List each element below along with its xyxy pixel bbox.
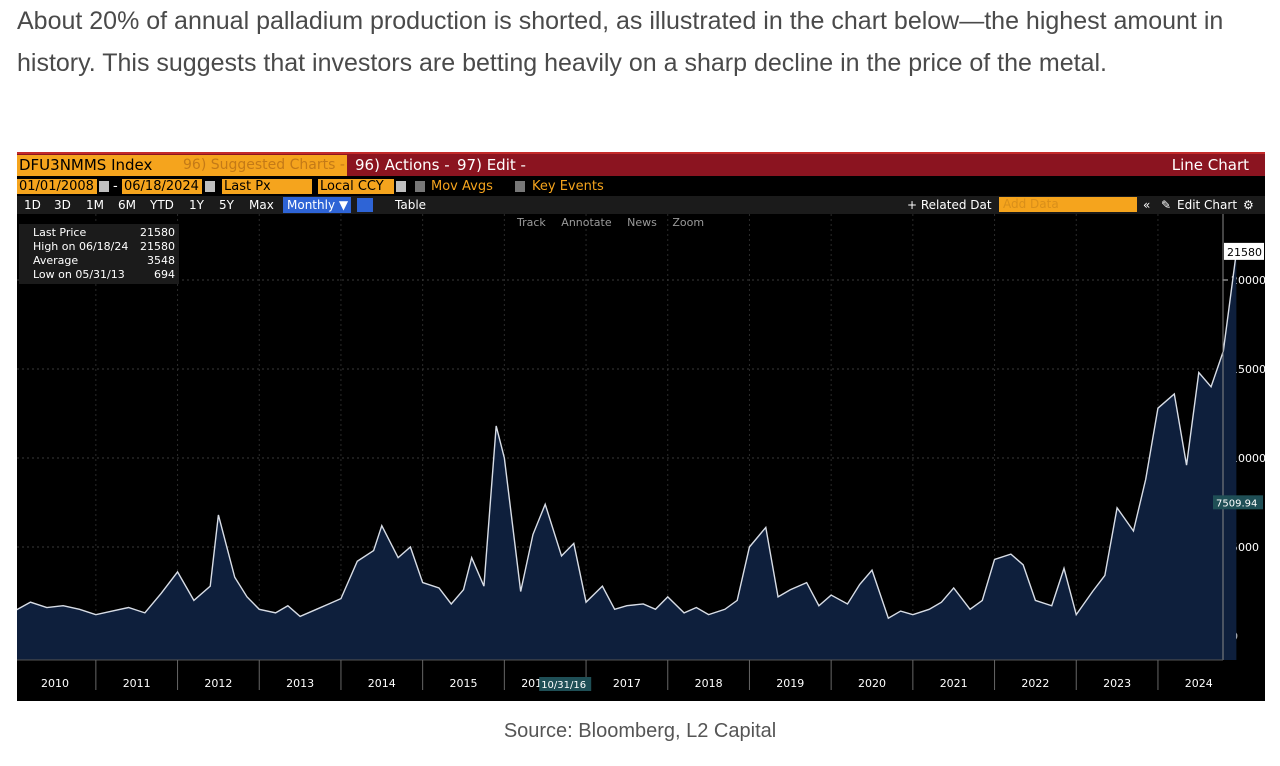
price-field-select[interactable]: Last Px <box>222 179 312 194</box>
crosshair-date-label: 10/31/16 <box>541 680 586 691</box>
x-tick-label: 2021 <box>940 677 968 690</box>
zoom-tool[interactable]: Zoom <box>672 216 705 229</box>
track-tool[interactable]: Track <box>517 216 546 229</box>
x-tick-label-2016-partial: 201 <box>521 677 542 690</box>
period-5y[interactable]: 5Y <box>219 198 234 212</box>
terminal-options-bar: 01/01/2008 - 06/18/2024 Last Px Local CC… <box>17 178 1265 196</box>
price-chart: 05000100001500020000215807509.9420102011… <box>17 214 1265 701</box>
legend-last-price: Last Price 21580 <box>33 226 175 239</box>
y-tick-label: 15000 <box>1231 363 1265 376</box>
x-tick-label: 2012 <box>204 677 232 690</box>
x-tick-label: 2013 <box>286 677 314 690</box>
gear-icon[interactable]: ⚙ <box>1243 198 1254 212</box>
average-tag <box>1213 495 1263 510</box>
pencil-icon[interactable]: ✎ <box>1161 198 1172 212</box>
x-tick-label: 2010 <box>41 677 69 690</box>
line-style-icon[interactable] <box>357 198 373 212</box>
table-button[interactable]: Table <box>395 198 427 212</box>
x-tick-label: 2023 <box>1103 677 1131 690</box>
period-3d[interactable]: 3D <box>54 198 71 212</box>
y-tick-label: 10000 <box>1231 452 1265 465</box>
mov-avgs-toggle[interactable]: Mov Avgs <box>431 179 493 194</box>
actions-menu[interactable]: 96) Actions - <box>355 156 450 174</box>
chart-source-caption: Source: Bloomberg, L2 Capital <box>503 720 777 742</box>
average-tag-label: 7509.94 <box>1216 498 1257 509</box>
x-tick-label: 2019 <box>776 677 804 690</box>
legend-low: Low on 05/31/13 694 <box>33 268 175 281</box>
y-tick-label: 5000 <box>1231 541 1259 554</box>
news-tool[interactable]: News <box>627 216 657 229</box>
period-ytd[interactable]: YTD <box>150 198 174 212</box>
x-tick-label: 2017 <box>613 677 641 690</box>
x-tick-label: 2011 <box>123 677 151 690</box>
period-1m[interactable]: 1M <box>86 198 104 212</box>
period-max[interactable]: Max <box>249 198 274 212</box>
x-tick-label: 2020 <box>858 677 886 690</box>
end-date-field[interactable]: 06/18/2024 <box>122 179 202 194</box>
edit-chart-button[interactable]: Edit Chart <box>1177 198 1238 212</box>
x-tick-label: 2022 <box>1021 677 1049 690</box>
article-intro: About 20% of annual palladium production… <box>17 7 1224 77</box>
collapse-icon[interactable]: « <box>1143 198 1151 212</box>
chart-tools: Track Annotate News Zoom <box>517 216 716 229</box>
x-axis-band <box>17 660 1265 701</box>
period-toolbar: 1D 3D 1M 6M YTD 1Y 5Y Max Monthly ▼ Tabl… <box>17 196 1265 214</box>
calendar-icon[interactable] <box>205 181 215 192</box>
x-tick-label: 2015 <box>450 677 478 690</box>
edit-menu[interactable]: 97) Edit - <box>457 156 526 174</box>
chart-legend: Last Price 21580 High on 06/18/24 21580 Av… <box>19 224 179 284</box>
last-price-tag-label: 21580 <box>1227 246 1262 259</box>
ticker-field[interactable]: DFU3NMMS Index <box>17 155 175 176</box>
start-date-field[interactable]: 01/01/2008 <box>17 179 97 194</box>
terminal-menu-bar: DFU3NMMS Index 96) Suggested Charts - 96… <box>17 152 1265 176</box>
period-1d[interactable]: 1D <box>24 198 41 212</box>
legend-high: High on 06/18/24 21580 <box>33 240 175 253</box>
y-tick-label: 20000 <box>1231 274 1265 287</box>
period-1y[interactable]: 1Y <box>189 198 204 212</box>
x-tick-label: 2014 <box>368 677 396 690</box>
series-line <box>17 251 1238 620</box>
add-data-input[interactable]: Add Data <box>999 197 1137 212</box>
dropdown-icon[interactable] <box>396 181 406 192</box>
period-6m[interactable]: 6M <box>118 198 136 212</box>
last-price-tag <box>1224 242 1264 260</box>
crosshair-date-tag <box>539 677 592 691</box>
legend-average: Average 3548 <box>33 254 175 267</box>
checkbox-icon[interactable] <box>515 181 525 192</box>
currency-select[interactable]: Local CCY <box>318 179 394 194</box>
checkbox-icon[interactable] <box>415 181 425 192</box>
related-data-button[interactable]: + Related Dat <box>907 198 992 212</box>
key-events-toggle[interactable]: Key Events <box>532 179 604 194</box>
x-tick-label: 2024 <box>1185 677 1213 690</box>
frequency-select[interactable]: Monthly ▼ <box>283 197 351 213</box>
x-tick-label: 2018 <box>695 677 723 690</box>
date-separator: - <box>113 179 118 194</box>
calendar-icon[interactable] <box>99 181 109 192</box>
annotate-tool[interactable]: Annotate <box>561 216 612 229</box>
suggested-charts-menu[interactable]: 96) Suggested Charts - <box>175 155 347 176</box>
series-area <box>17 251 1237 660</box>
bloomberg-chart-window: 05000100001500020000215807509.9420102011… <box>17 152 1265 701</box>
chart-type-label: Line Chart <box>1171 156 1249 174</box>
